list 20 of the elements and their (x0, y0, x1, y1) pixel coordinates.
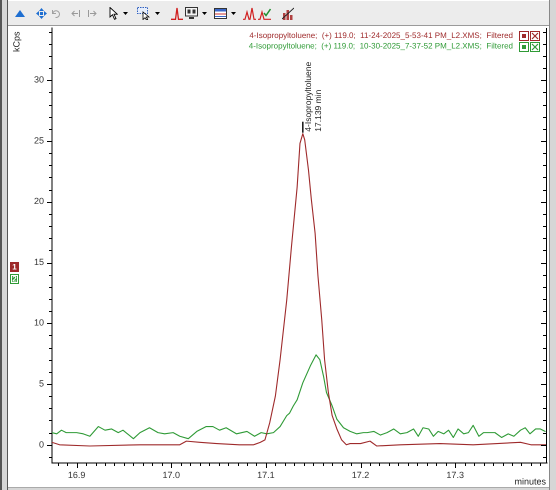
y-tick-label: 15 (34, 256, 44, 267)
y-tick-label: 10 (34, 318, 44, 328)
annotation: 17.139 min (313, 89, 324, 132)
annotation: 4-Isopropyltoluene (303, 62, 314, 132)
y-tick-label: 0 (38, 439, 44, 450)
x-tick-label: 16.9 (68, 470, 86, 480)
text: 1 (12, 262, 18, 272)
x-tick-label: 17.1 (257, 470, 275, 480)
y-tick-label: 30 (34, 74, 44, 85)
x-axis-title: minutes (514, 476, 546, 486)
y-tick-label: 5 (38, 378, 44, 389)
text: 2 (12, 274, 18, 284)
x-tick-label: 17.3 (446, 470, 464, 480)
y-tick-label: 25 (34, 135, 44, 146)
x-tick-label: 17.2 (352, 470, 370, 480)
y-axis-title: kCps (11, 30, 22, 52)
y-tick-label: 20 (34, 196, 44, 206)
legend-label: 4-Isopropyltoluene; (+) 119.0; 10-30-2025_7-37-52 PM_L2.XMS; Filtered (248, 42, 513, 51)
x-tick-label: 17.0 (162, 470, 180, 480)
legend-label: 4-Isopropyltoluene; (+) 119.0; 11-24-2025_5-53-41 PM_L2.XMS; Filtered (249, 31, 513, 40)
